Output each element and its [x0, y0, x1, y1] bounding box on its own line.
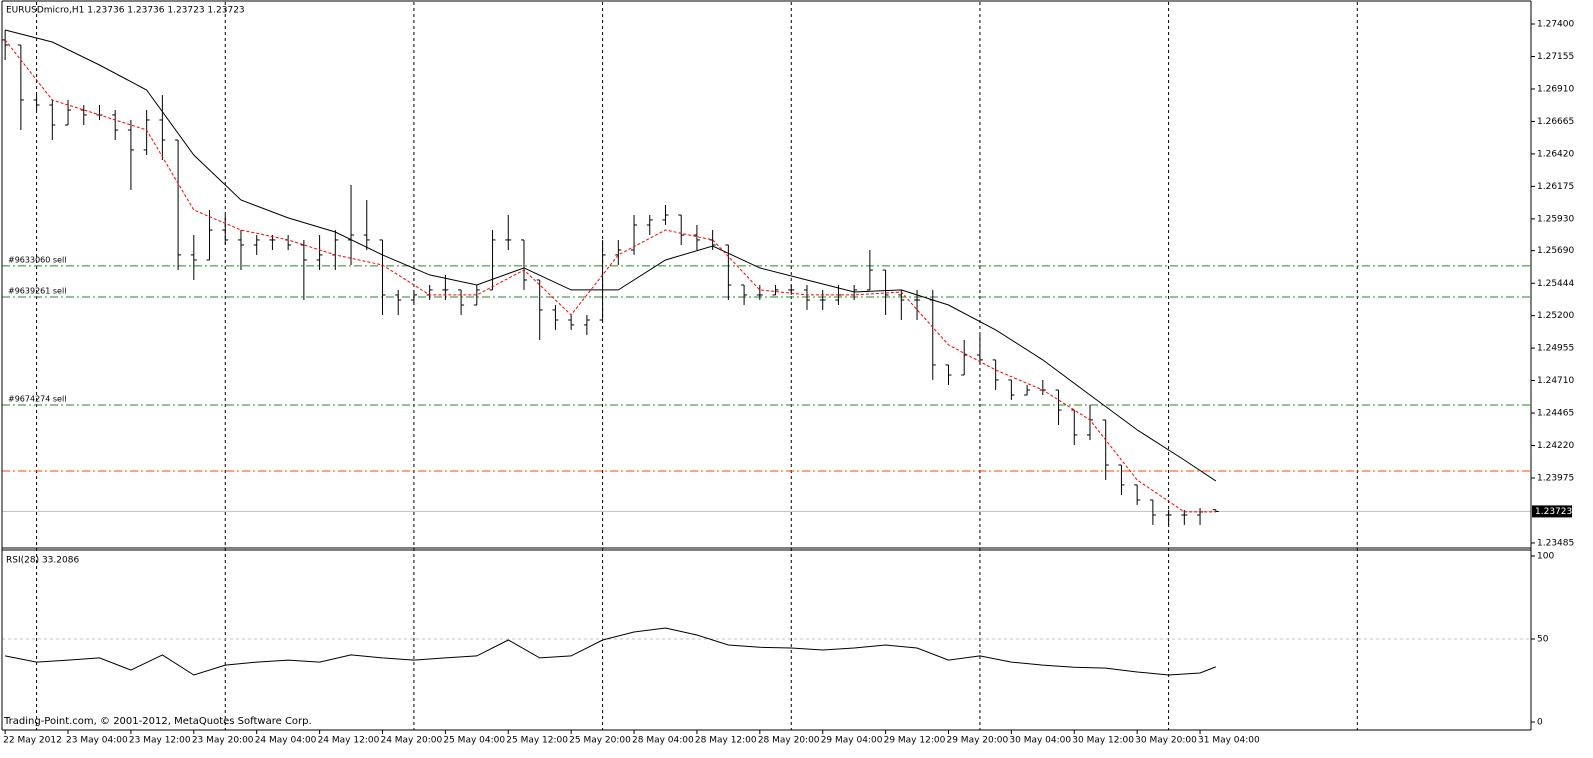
y-tick-label: 1.24955 — [1537, 344, 1574, 354]
y-tick-label: 1.26665 — [1537, 117, 1574, 127]
y-tick-label: 100 — [1537, 551, 1554, 561]
x-tick-label: 29 May 20:00 — [946, 736, 1008, 746]
y-tick-label: 1.24710 — [1537, 376, 1574, 386]
indicator-title: RSI(28) 33.2086 — [6, 556, 79, 566]
x-tick-label: 30 May 12:00 — [1072, 736, 1134, 746]
x-tick-label: 30 May 20:00 — [1135, 736, 1197, 746]
y-tick-label: 1.23485 — [1537, 538, 1574, 548]
y-tick-label: 1.24465 — [1537, 409, 1574, 419]
y-tick-label: 1.25930 — [1537, 214, 1574, 224]
rsi-line — [5, 627, 1216, 676]
y-tick-label: 0 — [1537, 718, 1543, 728]
y-tick-label: 1.25444 — [1537, 279, 1574, 289]
x-tick-label: 23 May 20:00 — [192, 736, 254, 746]
x-tick-label: 24 May 04:00 — [255, 736, 317, 746]
y-tick-label: 50 — [1537, 635, 1549, 645]
chart-title: EURUSDmicro,H1 1.23736 1.23736 1.23723 1… — [6, 6, 245, 16]
y-tick-label: 1.23975 — [1537, 474, 1574, 484]
x-tick-label: 30 May 04:00 — [1009, 736, 1071, 746]
y-tick-label: 1.25690 — [1537, 246, 1574, 256]
x-tick-label: 31 May 04:00 — [1198, 736, 1260, 746]
y-tick-label: 1.25200 — [1537, 311, 1574, 321]
order-label: #9633060 sell — [8, 255, 66, 264]
moving-average — [4, 39, 1216, 513]
x-tick-label: 24 May 20:00 — [380, 736, 442, 746]
order-label: #9639261 sell — [8, 286, 66, 295]
y-tick-label: 1.27400 — [1537, 20, 1574, 30]
y-tick-label: 1.27155 — [1537, 52, 1574, 62]
x-tick-label: 29 May 12:00 — [884, 736, 946, 746]
x-tick-label: 28 May 20:00 — [758, 736, 820, 746]
y-tick-label: 1.24220 — [1537, 441, 1574, 451]
x-tick-label: 23 May 12:00 — [129, 736, 191, 746]
grid-layer — [2, 2, 1531, 730]
marks-layer — [2, 29, 1219, 676]
x-tick-label: 29 May 04:00 — [821, 736, 883, 746]
x-tick-label: 28 May 12:00 — [695, 736, 757, 746]
copyright: Trading-Point.com, © 2001-2012, MetaQuot… — [3, 716, 312, 727]
moving-average — [4, 29, 1217, 482]
y-tick-label: 1.26910 — [1537, 84, 1574, 94]
last-price-label: 1.23723 — [1535, 507, 1572, 517]
x-tick-label: 24 May 12:00 — [318, 736, 380, 746]
x-tick-label: 25 May 04:00 — [443, 736, 505, 746]
x-tick-label: 25 May 20:00 — [569, 736, 631, 746]
x-tick-label: 28 May 04:00 — [632, 736, 694, 746]
x-tick-label: 25 May 12:00 — [506, 736, 568, 746]
x-tick-label: 22 May 2012 — [3, 736, 62, 746]
x-tick-label: 23 May 04:00 — [66, 736, 128, 746]
order-label: #9674274 sell — [8, 394, 66, 403]
y-tick-label: 1.26420 — [1537, 149, 1574, 159]
last-price-box — [1532, 505, 1572, 518]
y-tick-label: 1.26175 — [1537, 182, 1574, 192]
